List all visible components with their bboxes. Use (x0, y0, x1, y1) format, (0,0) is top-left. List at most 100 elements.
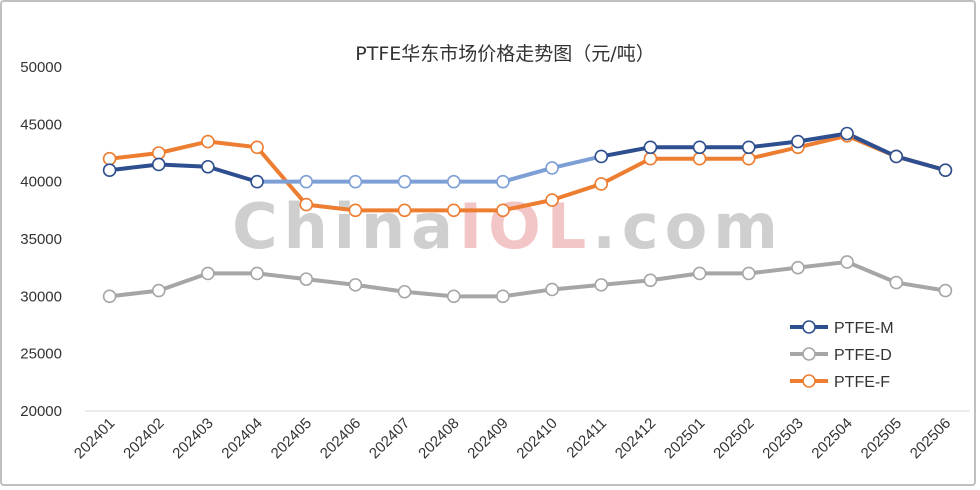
x-tick-label: 202504 (808, 415, 855, 462)
data-point-ptfe-f (496, 203, 510, 218)
data-point-ptfe-m (446, 174, 461, 189)
watermark: ChinaIOL.com (232, 190, 784, 263)
series-segment-ptfe-f (550, 181, 604, 203)
series-segment-ptfe-f (500, 198, 555, 213)
x-tick-label: 202406 (317, 415, 364, 462)
series-segment-ptfe-m (500, 165, 555, 184)
data-point-ptfe-m (840, 126, 854, 141)
x-tick-label: 202408 (415, 415, 462, 462)
data-point-ptfe-d (643, 273, 658, 288)
x-tick-label: 202401 (71, 415, 118, 462)
data-point-ptfe-d (840, 255, 854, 269)
data-point-ptfe-d (151, 283, 166, 298)
x-tick-label: 202412 (612, 415, 659, 462)
chart-title: PTFE华东市场价格走势图（元/吨） (355, 43, 654, 65)
x-tick-label: 202506 (907, 415, 954, 462)
x-tick-label: 202407 (366, 415, 413, 462)
data-point-ptfe-m (741, 140, 756, 155)
data-point-ptfe-f (643, 151, 658, 166)
data-point-ptfe-f (151, 146, 166, 160)
watermark-text: ChinaIOL.com (232, 190, 784, 263)
legend-label: PTFE-M (834, 320, 894, 337)
y-tick-label: 30000 (20, 288, 62, 305)
data-point-ptfe-d (201, 266, 215, 281)
series-segment-ptfe-f (304, 202, 358, 213)
data-point-ptfe-f (299, 197, 314, 212)
x-tick-label: 202505 (858, 415, 905, 462)
legend: PTFE-M PTFE-D PTFE-F (790, 320, 894, 391)
series-segment-ptfe-d (353, 282, 407, 294)
series-segment-ptfe-d (746, 265, 800, 276)
series-segment-ptfe-d (500, 287, 555, 299)
legend-label: PTFE-D (834, 347, 892, 364)
series-segment-ptfe-d (550, 282, 604, 292)
data-point-ptfe-d (102, 289, 117, 304)
series-segment-ptfe-f (107, 151, 161, 161)
x-tick-label: 202410 (513, 415, 560, 462)
series-segment-ptfe-f (746, 145, 800, 161)
data-point-ptfe-m (102, 163, 117, 177)
series-lines (107, 131, 948, 299)
data-point-ptfe-m (250, 174, 264, 189)
series-points (102, 126, 953, 304)
legend-swatch-marker (802, 320, 816, 334)
data-point-ptfe-d (889, 275, 904, 290)
series-segment-ptfe-d (894, 280, 948, 293)
series-segment-ptfe-d (845, 259, 899, 285)
x-tick-label: 202404 (218, 415, 265, 462)
series-segment-ptfe-m (795, 131, 850, 144)
watermark-part: IOL (459, 190, 592, 263)
series-segment-ptfe-d (795, 259, 850, 270)
data-point-ptfe-m (397, 174, 412, 189)
y-tick-label: 40000 (20, 174, 62, 191)
x-tick-label: 202409 (464, 415, 511, 462)
data-point-ptfe-d (594, 278, 609, 292)
data-point-ptfe-d (692, 266, 707, 281)
data-point-ptfe-m (643, 140, 658, 155)
y-tick-label: 20000 (20, 403, 62, 420)
data-point-ptfe-m (201, 159, 215, 174)
series-segment-ptfe-m (107, 162, 161, 173)
x-tick-label: 202402 (120, 415, 167, 462)
data-point-ptfe-f (594, 177, 609, 191)
data-point-ptfe-m (938, 163, 953, 177)
x-tick-label: 202405 (268, 415, 315, 462)
data-point-ptfe-f (201, 134, 215, 149)
series-segment-ptfe-m (205, 164, 260, 184)
legend-swatch-marker (802, 374, 816, 388)
data-point-ptfe-d (446, 289, 461, 304)
y-tick-label: 45000 (20, 116, 62, 133)
legend-item-ptfe-f: PTFE-F (790, 374, 890, 391)
data-point-ptfe-d (397, 284, 412, 299)
y-tick-label: 50000 (20, 59, 62, 76)
watermark-part: China (232, 190, 459, 263)
legend-swatch-marker (802, 347, 816, 361)
x-tick-label: 202501 (661, 415, 708, 462)
data-point-ptfe-d (938, 283, 953, 298)
series-segment-ptfe-d (599, 278, 653, 287)
series-segment-ptfe-d (402, 289, 456, 299)
series-segment-ptfe-f (599, 156, 653, 186)
y-tick-label: 25000 (20, 346, 62, 363)
series-segment-ptfe-d (156, 271, 210, 293)
data-point-ptfe-d (496, 289, 510, 304)
series-segment-ptfe-m (746, 139, 800, 150)
data-point-ptfe-d (741, 266, 756, 281)
data-point-ptfe-f (397, 203, 412, 218)
data-point-ptfe-f (446, 203, 461, 218)
series-segment-ptfe-f (795, 133, 850, 150)
series-segment-ptfe-f (205, 139, 260, 150)
x-tick-label: 202411 (563, 415, 610, 462)
data-point-ptfe-m (545, 161, 559, 175)
data-point-ptfe-m (791, 134, 805, 149)
legend-item-ptfe-m: PTFE-M (790, 320, 894, 337)
legend-item-ptfe-d: PTFE-D (790, 347, 892, 364)
data-point-ptfe-m (692, 140, 707, 155)
data-point-ptfe-d (250, 266, 264, 281)
series-segment-ptfe-d (648, 271, 702, 283)
y-tick-label: 35000 (20, 231, 62, 248)
series-segment-ptfe-m (599, 145, 653, 159)
series-segment-ptfe-d (107, 288, 161, 299)
data-point-ptfe-m (299, 174, 314, 189)
